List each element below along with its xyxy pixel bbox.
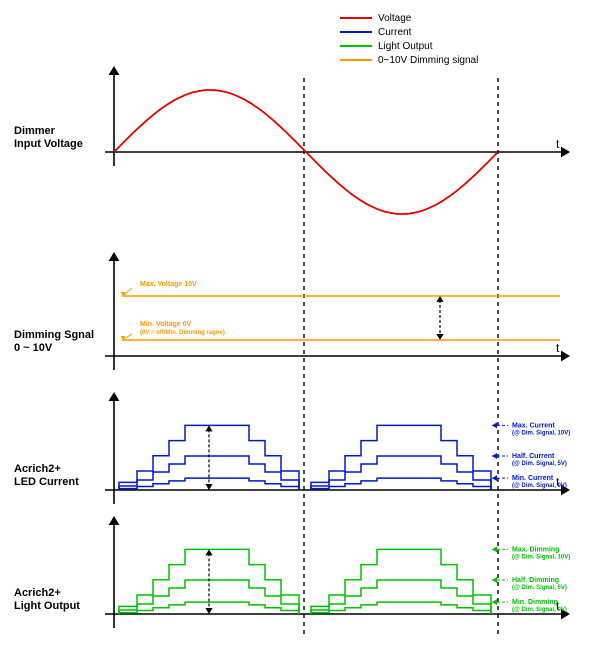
panel-dimmer-input-voltage: t DimmerInput Voltage <box>14 66 570 214</box>
diagram-stage: Voltage Current Light Output 0~10V Dimming … <box>0 0 600 646</box>
svg-text:Min. Current: Min. Current <box>512 475 554 482</box>
svg-text:Half. Current: Half. Current <box>512 453 555 460</box>
svg-text:Input Voltage: Input Voltage <box>14 138 83 150</box>
svg-text:(@ Dim. Signal, 10V): (@ Dim. Signal, 10V) <box>512 430 570 436</box>
svg-text:Acrich2+: Acrich2+ <box>14 587 61 599</box>
svg-text:(0V = off/Min. Dimming ragne): (0V = off/Min. Dimming ragne) <box>140 330 225 336</box>
svg-text:Max. Dimming: Max. Dimming <box>512 546 559 553</box>
svg-text:Min. Dimming: Min. Dimming <box>512 599 558 606</box>
svg-text:t: t <box>556 341 560 355</box>
svg-text:(@ Dim. Signal, 0V): (@ Dim. Signal, 0V) <box>512 607 567 613</box>
svg-text:Light Output: Light Output <box>14 600 80 612</box>
svg-text:0 ~ 10V: 0 ~ 10V <box>14 342 53 354</box>
svg-text:t: t <box>556 137 560 151</box>
legend: Voltage Current Light Output 0~10V Dimming … <box>340 13 478 66</box>
svg-text:Max. Current: Max. Current <box>512 422 555 429</box>
svg-text:Dimmer: Dimmer <box>14 125 56 137</box>
panel-light-output: tMax. Dimming(@ Dim. Signal, 10V)Half. D… <box>14 516 570 628</box>
svg-text:Acrich2+: Acrich2+ <box>14 463 61 475</box>
svg-text:LED Current: LED Current <box>14 476 79 488</box>
svg-text:Voltage: Voltage <box>378 13 412 24</box>
panel-dimming-signal: t Max. Voltage 10V Min. Voltage 0V (0V = of… <box>14 252 570 370</box>
svg-text:Current: Current <box>378 27 412 38</box>
svg-text:Half. Dimming: Half. Dimming <box>512 577 559 584</box>
svg-text:Light Output: Light Output <box>378 41 433 52</box>
svg-text:Max. Voltage 10V: Max. Voltage 10V <box>140 281 197 288</box>
svg-text:(@ Dim. Signal, 5V): (@ Dim. Signal, 5V) <box>512 585 567 591</box>
svg-text:(@ Dim. Signal, 5V): (@ Dim. Signal, 5V) <box>512 461 567 467</box>
svg-text:(@ Dim. Signal, 10V): (@ Dim. Signal, 10V) <box>512 554 570 560</box>
period-dividers <box>304 78 498 638</box>
svg-text:Dimming Sgnal: Dimming Sgnal <box>14 329 94 341</box>
svg-text:Min. Voltage 0V: Min. Voltage 0V <box>140 321 192 328</box>
svg-text:(@ Dim. Signal, 0V): (@ Dim. Signal, 0V) <box>512 483 567 489</box>
panel-led-current: tMax. Current(@ Dim. Signal, 10V)Half. C… <box>14 392 570 504</box>
svg-text:0~10V Dimming signal: 0~10V Dimming signal <box>378 55 478 66</box>
